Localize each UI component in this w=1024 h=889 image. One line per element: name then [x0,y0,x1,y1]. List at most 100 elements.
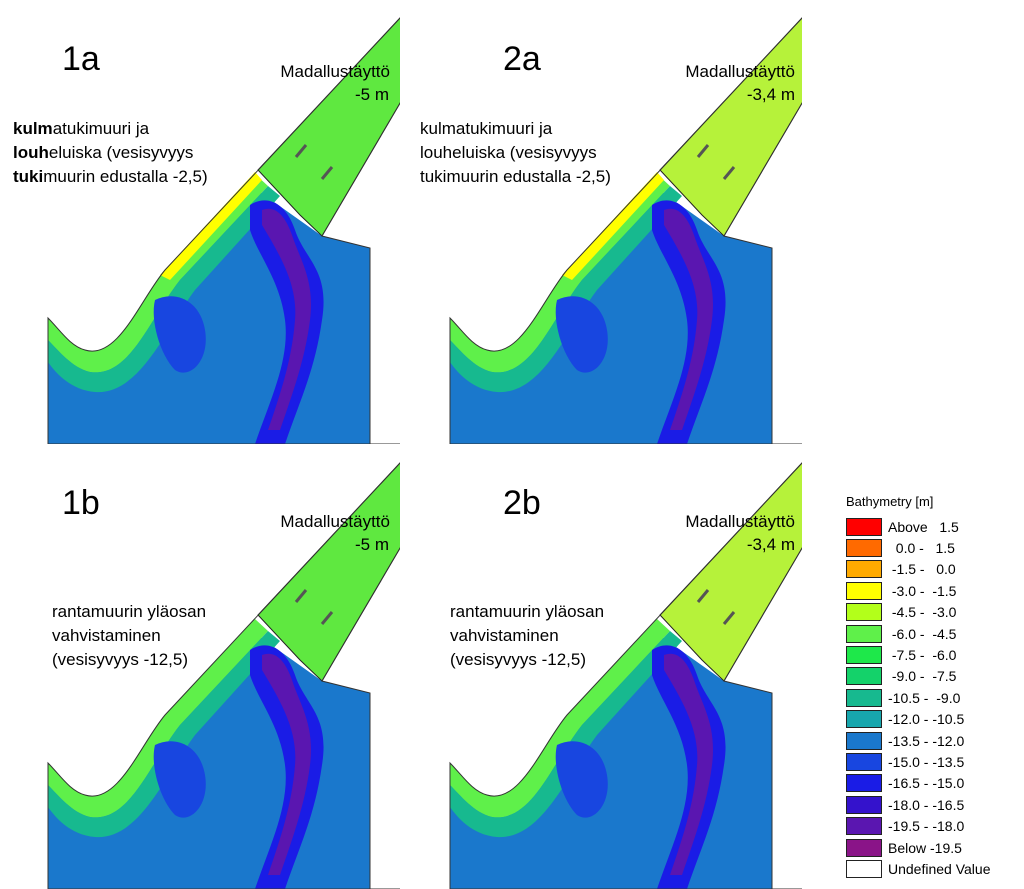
marker-line [320,166,334,180]
panel-note: kulmatukimuuri ja louheluiska (vesisyvyys… [13,117,208,189]
fill-name: Madallustäyttö [280,512,390,531]
fill-area [659,17,802,237]
marker-line [696,589,710,603]
legend-swatch [846,710,882,729]
fill-depth: -5 m [355,535,389,554]
fill-depth: -3,4 m [746,85,795,104]
fill-label: Madallustäyttö -3,4 m [685,60,795,106]
marker-line [294,144,308,158]
legend-title: Bathymetry [m] [846,494,934,509]
legend-label: Above 1.5 [888,518,959,535]
panel-label: 2a [503,40,541,78]
slope-band [450,631,682,838]
note-line: (vesisyvyys -12,5) [450,648,604,672]
legend-entry: -19.5 - -18.0 [846,815,1022,836]
legend-swatch [846,517,882,536]
note-text: atukimuuri ja [52,119,150,138]
legend-entry: -18.0 - -16.5 [846,794,1022,815]
note-line: louheluiska (vesisyvyys [13,141,208,165]
deep-trench [652,200,726,444]
panel-label: 2b [503,484,541,522]
quay-wall-strip [160,172,262,280]
marker-line [320,611,334,625]
bathymetry-map [449,17,802,444]
legend-swatch [846,539,882,558]
deep-pocket [555,741,608,818]
marker-line [294,589,308,603]
panel-note: rantamuurin yläosan vahvistaminen (vesisyv… [450,600,604,672]
deep-pocket [153,741,206,818]
legend-label: -7.5 - -6.0 [888,647,957,664]
fill-area [659,462,802,682]
fill-label: Madallustäyttö -3,4 m [685,510,795,556]
slope-band [48,186,280,393]
legend-swatch [846,859,882,878]
legend-label: -3.0 - -1.5 [888,582,957,599]
shore-slope [48,619,268,818]
note-line: louheluiska (vesisyvyys [420,141,611,165]
fill-area [257,17,400,237]
fill-name: Madallustäyttö [685,512,795,531]
legend-label: Undefined Value [888,860,991,877]
note-text: louheluiska (vesisyvyys [420,143,597,162]
legend-entry: -13.5 - -12.0 [846,730,1022,751]
panel-label: 1a [62,40,100,78]
legend-entry: -3.0 - -1.5 [846,580,1022,601]
legend-label: -6.0 - -4.5 [888,625,957,642]
legend-entry: -15.0 - -13.5 [846,751,1022,772]
note-text: eluiska (vesisyvyys [48,143,194,162]
legend-entry: -7.5 - -6.0 [846,644,1022,665]
legend-swatch [846,817,882,836]
panel-note: rantamuurin yläosan vahvistaminen (vesisyv… [52,600,206,672]
legend-entry: Below -19.5 [846,837,1022,858]
legend-swatch [846,774,882,793]
marker-line [722,611,736,625]
note-text: rantamuurin yläosan [52,602,207,621]
legend-rows: Above 1.5 0.0 - 1.5 -1.5 - 0.0 -3.0 - -1… [846,516,1022,880]
slope-band [48,631,280,838]
legend-label: -4.5 - -3.0 [888,604,957,621]
map-panel-1b: 1b Madallustäyttö -5 m rantamuurin yläos… [0,445,400,889]
note-line: kulmatukimuuri ja [13,117,208,141]
map-panel-1a: 1a Madallustäyttö -5 m kulmatukimuuri ja… [0,0,400,444]
panel-label: 1b [62,484,100,522]
legend-label: -12.0 - -10.5 [888,711,965,728]
deep-pocket [555,296,608,373]
marker-line [696,144,710,158]
map-panel-2b: 2b Madallustäyttö -3,4 m rantamuurin ylä… [402,445,802,889]
deepest-channel [664,208,713,430]
map-outline [449,17,802,444]
note-text: (vesisyvyys -12,5) [450,650,587,669]
legend-label: -16.5 - -15.0 [888,775,965,792]
deep-trench [652,645,726,889]
note-text: muurin edustalla -2,5) [43,167,208,186]
fill-depth: -5 m [355,85,389,104]
note-line: tukimuurin edustalla -2,5) [13,165,208,189]
legend-swatch [846,752,882,771]
legend-entry: -6.0 - -4.5 [846,623,1022,644]
fill-depth: -3,4 m [746,535,795,554]
legend-label: Below -19.5 [888,839,962,856]
note-line: vahvistaminen [52,624,206,648]
legend-label: -1.5 - 0.0 [888,561,956,578]
fill-label: Madallustäyttö -5 m [280,510,390,556]
fill-area [257,462,400,682]
note-text: kulmatukimuuri ja [420,119,553,138]
legend-label: -13.5 - -12.0 [888,732,965,749]
legend-entry: -10.5 - -9.0 [846,687,1022,708]
note-bold-text: kulm [13,119,53,138]
note-text: (vesisyvyys -12,5) [52,650,189,669]
legend-swatch [846,603,882,622]
map-outline [449,462,802,889]
legend-swatch [846,646,882,665]
legend-swatch [846,560,882,579]
legend-entry: -12.0 - -10.5 [846,709,1022,730]
legend-swatch [846,795,882,814]
note-text: vahvistaminen [52,626,161,645]
legend-entry: -4.5 - -3.0 [846,602,1022,623]
quay-wall-strip [562,172,664,280]
legend-swatch [846,667,882,686]
note-line: rantamuurin yläosan [450,600,604,624]
note-text: vahvistaminen [450,626,559,645]
deep-trench [250,200,324,444]
